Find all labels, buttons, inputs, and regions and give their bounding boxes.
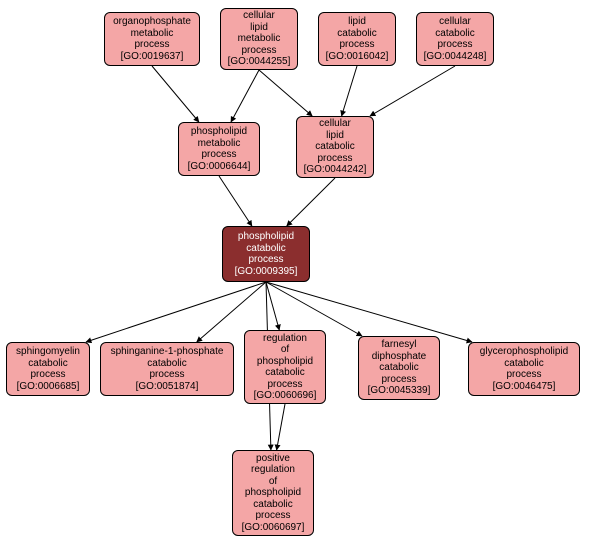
node-label-line: [GO:0019637] [121, 51, 184, 63]
node-label-line: [GO:0016042] [326, 51, 389, 63]
node-label-line: of [281, 344, 289, 356]
node-label-line: catabolic [435, 28, 474, 40]
go-node-n8[interactable]: sphinganine-1-phosphatecatabolicprocess[… [100, 342, 234, 396]
node-label-line: process [149, 369, 184, 381]
node-label-line: of [269, 476, 277, 488]
node-label-line: process [241, 45, 276, 57]
node-label-line: sphingomyelin [16, 346, 80, 358]
node-label-line: cellular [319, 118, 351, 130]
node-label-line: catabolic [315, 141, 354, 153]
node-label-line: [GO:0006644] [188, 161, 251, 173]
go-node-n6[interactable]: phospholipidcatabolicprocess[GO:0009395] [222, 226, 310, 282]
node-label-line: cellular [243, 10, 275, 22]
node-label-line: [GO:0051874] [136, 381, 199, 393]
go-node-n2[interactable]: lipidcatabolicprocess[GO:0016042] [318, 12, 396, 66]
go-node-n0[interactable]: organophosphatemetabolicprocess[GO:00196… [104, 12, 200, 66]
node-label-line: process [248, 254, 283, 266]
edge [342, 66, 357, 116]
go-node-n9[interactable]: regulationofphospholipidcatabolicprocess… [244, 330, 326, 404]
go-node-n3[interactable]: cellularcatabolicprocess[GO:0044248] [416, 12, 494, 66]
node-label-line: lipid [348, 16, 366, 28]
node-label-line: catabolic [265, 367, 304, 379]
node-label-line: [GO:0044255] [228, 56, 291, 68]
node-label-line: [GO:0060697] [242, 522, 305, 534]
node-label-line: regulation [263, 333, 307, 345]
node-label-line: [GO:0046475] [493, 381, 556, 393]
node-label-line: catabolic [379, 362, 418, 374]
node-label-line: metabolic [198, 138, 241, 150]
node-label-line: [GO:0009395] [235, 266, 298, 278]
node-label-line: organophosphate [113, 16, 191, 28]
node-label-line: catabolic [28, 358, 67, 370]
node-label-line: positive [256, 453, 290, 465]
node-label-line: metabolic [131, 28, 174, 40]
node-label-line: process [317, 153, 352, 165]
node-label-line: phospholipid [191, 126, 247, 138]
go-node-n12[interactable]: positiveregulationofphospholipidcataboli… [232, 450, 314, 536]
node-label-line: process [437, 39, 472, 51]
go-node-n5[interactable]: cellularlipidcatabolicprocess[GO:0044242… [296, 116, 374, 178]
node-label-line: phospholipid [257, 356, 313, 368]
node-label-line: catabolic [337, 28, 376, 40]
go-node-n10[interactable]: farnesyldiphosphatecatabolicprocess[GO:0… [358, 336, 440, 400]
node-label-line: cellular [439, 16, 471, 28]
edge [231, 70, 259, 122]
node-label-line: catabolic [246, 243, 285, 255]
node-label-line: sphinganine-1-phosphate [111, 346, 224, 358]
node-label-line: [GO:0044248] [424, 51, 487, 63]
node-label-line: farnesyl [381, 339, 416, 351]
edge [152, 66, 199, 122]
edge [370, 66, 455, 116]
edge [277, 404, 285, 450]
node-label-line: [GO:0006685] [17, 381, 80, 393]
node-label-line: lipid [250, 22, 268, 34]
node-label-line: catabolic [147, 358, 186, 370]
node-label-line: catabolic [504, 358, 543, 370]
go-node-n1[interactable]: cellularlipidmetabolicprocess[GO:0044255… [220, 8, 298, 70]
node-label-line: lipid [326, 130, 344, 142]
node-label-line: diphosphate [372, 351, 427, 363]
node-label-line: process [267, 379, 302, 391]
node-label-line: process [255, 510, 290, 522]
go-node-n11[interactable]: glycerophospholipidcatabolicprocess[GO:0… [468, 342, 580, 396]
node-label-line: process [381, 374, 416, 386]
edge [266, 282, 362, 336]
node-label-line: process [134, 39, 169, 51]
edge [287, 178, 335, 226]
go-node-n4[interactable]: phospholipidmetabolicprocess[GO:0006644] [178, 122, 260, 176]
node-label-line: phospholipid [245, 487, 301, 499]
node-label-line: process [30, 369, 65, 381]
node-label-line: [GO:0044242] [304, 164, 367, 176]
node-label-line: regulation [251, 464, 295, 476]
edge [266, 282, 279, 330]
node-label-line: [GO:0045339] [368, 385, 431, 397]
edge [259, 70, 312, 116]
node-label-line: metabolic [238, 33, 281, 45]
edge [219, 176, 252, 226]
node-label-line: [GO:0060696] [254, 390, 317, 402]
node-label-line: glycerophospholipid [480, 346, 568, 358]
node-label-line: phospholipid [238, 231, 294, 243]
edge [86, 282, 266, 342]
node-label-line: process [506, 369, 541, 381]
go-node-n7[interactable]: sphingomyelincatabolicprocess[GO:0006685… [6, 342, 90, 396]
node-label-line: catabolic [253, 499, 292, 511]
node-label-line: process [201, 149, 236, 161]
node-label-line: process [339, 39, 374, 51]
